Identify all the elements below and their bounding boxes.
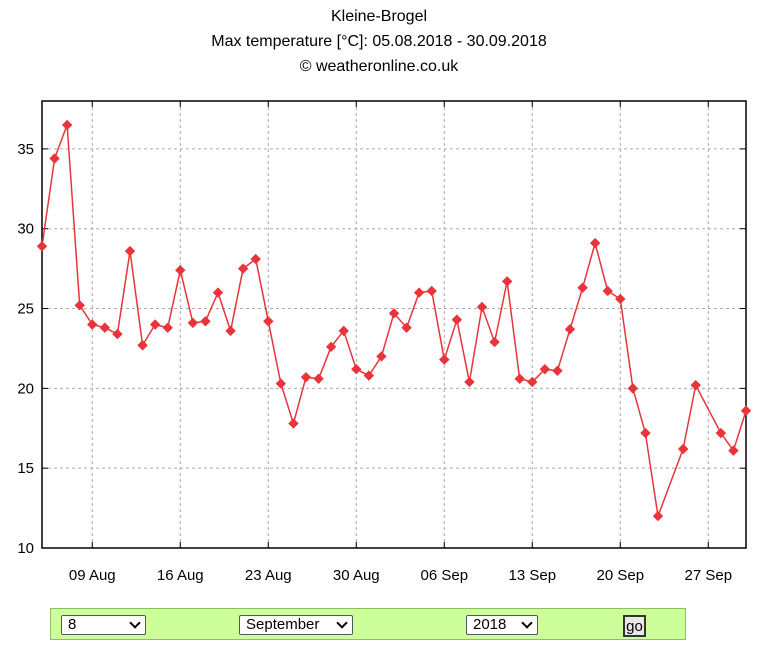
data-point xyxy=(149,319,161,330)
data-point xyxy=(137,340,148,351)
data-point xyxy=(237,263,249,274)
series-temperature xyxy=(36,119,752,522)
data-point xyxy=(589,237,601,249)
plot-frame xyxy=(41,100,747,549)
x-tick-label: 30 Aug xyxy=(333,567,380,584)
chart-credit: © weatheronline.co.uk xyxy=(299,58,459,75)
data-point xyxy=(489,336,500,348)
x-tick-label: 09 Aug xyxy=(69,567,116,584)
chevron-down-icon xyxy=(336,617,348,629)
data-point xyxy=(212,287,224,298)
year-select-value: 2018 xyxy=(473,616,507,633)
data-point xyxy=(338,325,349,337)
data-point xyxy=(288,418,299,429)
data-point xyxy=(74,300,85,311)
data-point xyxy=(124,245,136,257)
data-point xyxy=(527,376,538,388)
data-point xyxy=(464,376,475,388)
grid xyxy=(42,101,746,548)
data-point xyxy=(451,314,463,325)
data-point xyxy=(325,341,337,353)
data-point xyxy=(564,324,576,335)
data-point xyxy=(476,301,488,313)
x-tick-label: 13 Sep xyxy=(509,567,557,584)
data-point xyxy=(728,445,739,456)
chart-subtitle: Max temperature [°C]: 05.08.2018 - 30.09… xyxy=(211,33,547,50)
data-point xyxy=(300,371,312,383)
data-point xyxy=(275,378,287,389)
go-button[interactable]: go xyxy=(623,615,646,637)
data-point xyxy=(187,317,199,329)
data-point xyxy=(351,363,362,375)
chart-title: Kleine-Brogel xyxy=(330,8,428,25)
data-point xyxy=(36,241,48,252)
month-select[interactable]: September xyxy=(239,615,353,635)
data-point xyxy=(577,282,588,293)
data-point xyxy=(225,325,236,337)
data-point xyxy=(413,287,425,298)
chevron-down-icon xyxy=(521,617,533,629)
y-tick-label: 15 xyxy=(17,460,34,477)
day-select-value: 8 xyxy=(68,616,77,633)
data-point xyxy=(401,322,412,333)
data-point xyxy=(677,443,689,455)
data-point xyxy=(175,265,186,276)
data-point xyxy=(87,319,98,330)
data-point xyxy=(426,285,437,297)
temperature-line-chart: 10 15 20 25 30 35 09 Aug 16 Aug 23 Aug 30 Aug 06 S… xyxy=(17,100,752,584)
data-point xyxy=(501,276,513,287)
data-point xyxy=(640,427,651,439)
y-tick-label: 20 xyxy=(17,380,34,397)
year-select[interactable]: 2018 xyxy=(466,615,538,635)
x-tick-label: 06 Sep xyxy=(421,567,469,584)
data-point xyxy=(112,328,123,340)
data-point xyxy=(602,285,613,297)
data-point xyxy=(250,253,261,265)
data-point xyxy=(313,373,324,384)
chart-header: Kleine-Brogel Max temperature [°C]: 05.0… xyxy=(0,4,758,79)
series-line xyxy=(41,124,747,520)
x-tick-label: 23 Aug xyxy=(245,567,292,584)
data-point xyxy=(49,153,60,164)
x-tick-label: 20 Sep xyxy=(597,567,645,584)
data-point xyxy=(715,427,727,439)
y-tick-label: 35 xyxy=(17,141,34,158)
y-tick-label: 10 xyxy=(17,540,34,557)
data-point xyxy=(363,370,375,381)
data-point xyxy=(376,351,387,362)
data-point xyxy=(552,365,563,377)
data-point xyxy=(615,293,626,305)
y-tick-label: 25 xyxy=(17,301,34,318)
y-tick-label: 30 xyxy=(17,221,34,238)
data-point xyxy=(539,363,551,375)
axes: 10 15 20 25 30 35 09 Aug 16 Aug 23 Aug 30 Aug 06 S… xyxy=(17,100,747,584)
data-point xyxy=(162,322,173,333)
data-point xyxy=(627,383,639,394)
day-select[interactable]: 8 xyxy=(61,615,146,635)
data-point xyxy=(263,316,274,327)
data-point xyxy=(439,354,450,365)
chevron-down-icon xyxy=(129,617,141,629)
data-point xyxy=(388,308,400,319)
date-selector-bar: 8 September 2018 go xyxy=(50,608,686,640)
x-tick-label: 27 Sep xyxy=(685,567,733,584)
data-point xyxy=(690,379,701,391)
data-point xyxy=(99,322,111,333)
data-point xyxy=(200,316,211,327)
x-tick-label: 16 Aug xyxy=(157,567,204,584)
month-select-value: September xyxy=(246,616,320,633)
data-point xyxy=(61,119,73,131)
data-point xyxy=(514,373,525,384)
data-point xyxy=(740,405,752,416)
data-point xyxy=(652,510,664,522)
